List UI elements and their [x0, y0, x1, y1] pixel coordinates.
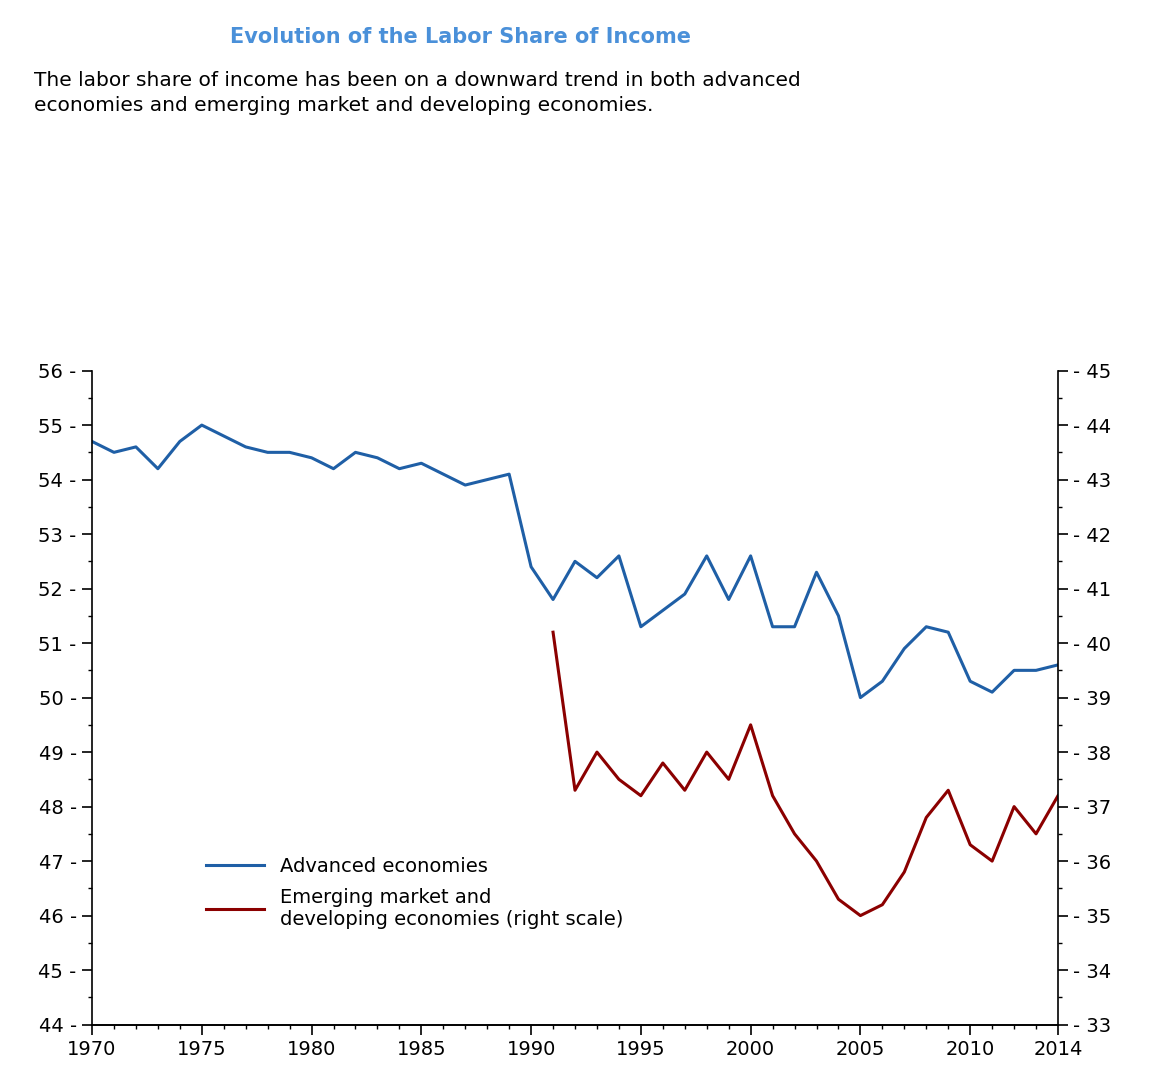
Advanced economies: [459, 479, 473, 492]
Advanced economies: [568, 555, 582, 568]
Advanced economies: [151, 462, 164, 475]
Emerging market and
developing economies (right scale): [612, 773, 626, 786]
Text: Evolution of the Labor Share of Income: Evolution of the Labor Share of Income: [230, 27, 690, 47]
Advanced economies: [831, 609, 845, 622]
Advanced economies: [766, 620, 780, 633]
Advanced economies: [305, 451, 319, 464]
Emerging market and
developing economies (right scale): [831, 893, 845, 906]
Advanced economies: [261, 446, 275, 459]
Emerging market and
developing economies (right scale): [875, 898, 889, 911]
Advanced economies: [1051, 658, 1065, 671]
Advanced economies: [919, 620, 933, 633]
Emerging market and
developing economies (right scale): [942, 784, 956, 797]
Advanced economies: [942, 626, 956, 639]
Advanced economies: [327, 462, 340, 475]
Text: The labor share of income has been on a downward trend in both advanced
economie: The labor share of income has been on a …: [34, 71, 802, 114]
Line: Emerging market and
developing economies (right scale): Emerging market and developing economies…: [553, 632, 1058, 916]
Advanced economies: [810, 566, 823, 579]
Emerging market and
developing economies (right scale): [853, 909, 867, 922]
Legend: Advanced economies, Emerging market and
developing economies (right scale): Advanced economies, Emerging market and …: [198, 849, 631, 936]
Emerging market and
developing economies (right scale): [722, 773, 736, 786]
Advanced economies: [722, 593, 736, 606]
Emerging market and
developing economies (right scale): [677, 784, 691, 797]
Line: Advanced economies: Advanced economies: [92, 425, 1058, 698]
Emerging market and
developing economies (right scale): [1051, 789, 1065, 802]
Advanced economies: [656, 604, 669, 617]
Advanced economies: [194, 419, 208, 432]
Advanced economies: [700, 549, 714, 562]
Advanced economies: [503, 468, 516, 481]
Emerging market and
developing economies (right scale): [634, 789, 647, 802]
Emerging market and
developing economies (right scale): [919, 811, 933, 824]
Emerging market and
developing economies (right scale): [897, 865, 911, 879]
Advanced economies: [392, 462, 406, 475]
Advanced economies: [677, 588, 691, 601]
Advanced economies: [217, 429, 231, 443]
Advanced economies: [85, 435, 99, 448]
Advanced economies: [744, 549, 758, 562]
Advanced economies: [546, 593, 560, 606]
Advanced economies: [481, 473, 494, 486]
Advanced economies: [172, 435, 186, 448]
Advanced economies: [524, 560, 538, 573]
Advanced economies: [612, 549, 626, 562]
Emerging market and
developing economies (right scale): [766, 789, 780, 802]
Advanced economies: [964, 675, 978, 688]
Advanced economies: [370, 451, 384, 464]
Emerging market and
developing economies (right scale): [1007, 800, 1021, 813]
Advanced economies: [107, 446, 121, 459]
Advanced economies: [986, 686, 999, 699]
Emerging market and
developing economies (right scale): [744, 718, 758, 731]
Advanced economies: [875, 675, 889, 688]
Advanced economies: [239, 440, 253, 453]
Advanced economies: [348, 446, 362, 459]
Emerging market and
developing economies (right scale): [788, 827, 802, 840]
Emerging market and
developing economies (right scale): [656, 756, 669, 770]
Advanced economies: [590, 571, 604, 584]
Advanced economies: [436, 468, 450, 481]
Advanced economies: [634, 620, 647, 633]
Advanced economies: [283, 446, 297, 459]
Emerging market and
developing economies (right scale): [546, 626, 560, 639]
Emerging market and
developing economies (right scale): [590, 746, 604, 759]
Advanced economies: [1007, 664, 1021, 677]
Emerging market and
developing economies (right scale): [700, 746, 714, 759]
Advanced economies: [414, 457, 428, 470]
Advanced economies: [897, 642, 911, 655]
Emerging market and
developing economies (right scale): [986, 855, 999, 868]
Emerging market and
developing economies (right scale): [1029, 827, 1043, 840]
Emerging market and
developing economies (right scale): [568, 784, 582, 797]
Advanced economies: [788, 620, 802, 633]
Advanced economies: [853, 691, 867, 704]
Advanced economies: [1029, 664, 1043, 677]
Emerging market and
developing economies (right scale): [964, 838, 978, 851]
Advanced economies: [129, 440, 143, 453]
Emerging market and
developing economies (right scale): [810, 855, 823, 868]
